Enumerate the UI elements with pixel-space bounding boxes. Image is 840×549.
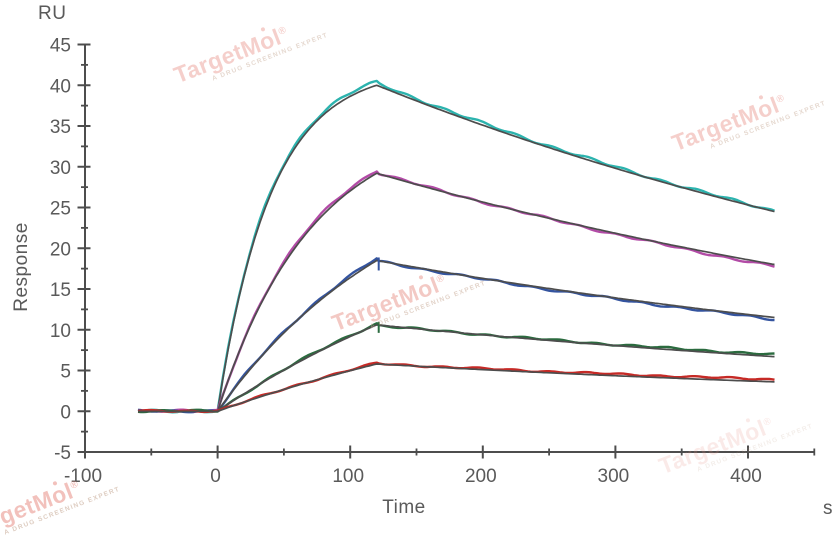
fit-curve-1-highest-conc bbox=[138, 84, 775, 413]
x-tick-label--100: -100 bbox=[64, 466, 102, 487]
x-axis-title: Time bbox=[382, 497, 426, 518]
y-tick-label-30: 30 bbox=[50, 158, 71, 179]
fit-curve-3 bbox=[138, 259, 775, 413]
fit-curve-2 bbox=[138, 172, 775, 413]
y-tick-label-25: 25 bbox=[50, 199, 71, 220]
x-unit-label: s bbox=[823, 498, 833, 519]
y-tick-label-10: 10 bbox=[50, 321, 71, 342]
y-tick-label-45: 45 bbox=[50, 36, 71, 57]
x-tick-label-400: 400 bbox=[730, 466, 762, 487]
curves bbox=[137, 79, 775, 414]
tick-labels: 45 40 35 30 25 20 15 10 5 0 -5-100 0 100 200 300 400 bbox=[50, 36, 762, 488]
y-axis-title: Response bbox=[11, 222, 32, 312]
data-curve-2 bbox=[137, 170, 775, 413]
y-tick-label-20: 20 bbox=[50, 239, 71, 260]
y-tick-label-15: 15 bbox=[50, 280, 71, 301]
y-tick-label--5: -5 bbox=[54, 443, 71, 464]
x-tick-label-100: 100 bbox=[332, 466, 364, 487]
fit-curve-5-lowest-conc bbox=[138, 363, 775, 413]
y-tick-label-35: 35 bbox=[50, 117, 71, 138]
y-unit-label: RU bbox=[38, 3, 66, 24]
y-tick-label-40: 40 bbox=[50, 76, 71, 97]
sensorgram-chart: 45 40 35 30 25 20 15 10 5 0 -5-100 0 100 200 300 400 RU… bbox=[11, 3, 833, 519]
y-tick-label-5: 5 bbox=[60, 362, 71, 383]
sensorgram-figure: 45 40 35 30 25 20 15 10 5 0 -5 -100 0 100 200 300 400 RU… bbox=[0, 0, 840, 521]
x-tick-label-200: 200 bbox=[465, 466, 497, 487]
axes bbox=[77, 43, 816, 459]
y-tick-label-0: 0 bbox=[60, 402, 71, 423]
fit-curve-4 bbox=[138, 324, 775, 413]
x-tick-label-300: 300 bbox=[598, 466, 630, 487]
x-tick-label-0: 0 bbox=[210, 466, 221, 487]
